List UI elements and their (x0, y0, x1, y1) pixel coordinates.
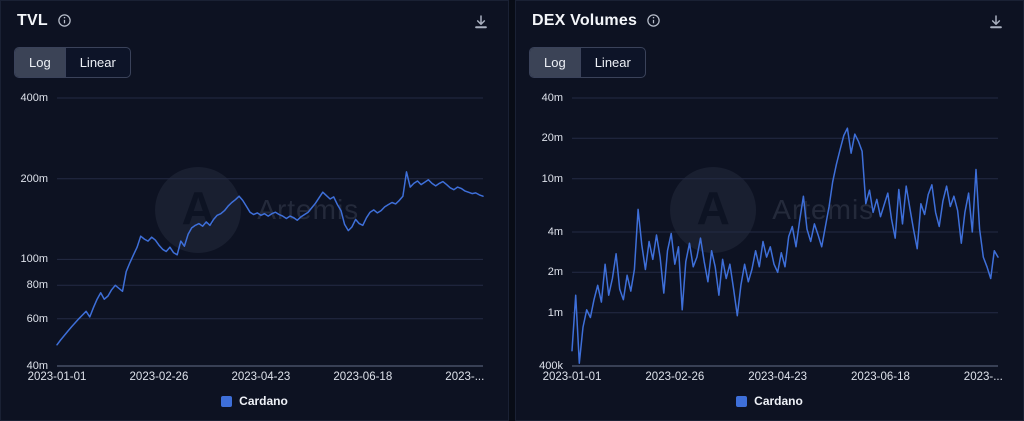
y-axis-label: 400k (539, 360, 563, 372)
info-icon[interactable] (644, 11, 663, 30)
tvl-series-line (56, 171, 484, 346)
dex-volumes-plot-svg (571, 97, 999, 367)
dex-volumes-series-line (571, 127, 999, 364)
y-axis-label: 100m (20, 253, 48, 266)
linear-button[interactable]: Linear (64, 48, 130, 77)
dex-plot-area[interactable]: A Artemis (571, 90, 999, 368)
y-axis-labels: 40m 20m 10m 4m 2m 1m 400k (516, 90, 570, 372)
scale-toggle: Log Linear (14, 47, 131, 78)
y-axis-labels: 400m 200m 100m 80m 60m 40m (1, 90, 55, 372)
y-axis-label: 80m (26, 279, 48, 292)
dex-volumes-title: DEX Volumes (532, 11, 638, 29)
legend[interactable]: Cardano (516, 394, 1023, 408)
x-axis-label: 2023-02-26 (129, 371, 189, 383)
tvl-panel-header: TVL (1, 1, 508, 33)
dex-volumes-chart: 40m 20m 10m 4m 2m 1m 400k A Artemis 2023-01-01… (516, 90, 1023, 388)
info-icon[interactable] (55, 11, 74, 30)
x-axis-labels: 2023-01-01 2023-02-26 2023-04-23 2023-06-18… (543, 371, 1003, 387)
legend[interactable]: Cardano (1, 394, 508, 408)
log-button[interactable]: Log (530, 48, 580, 77)
x-axis-label: 2023-... (963, 371, 1003, 383)
x-axis-label: 2023-04-23 (231, 371, 291, 383)
download-icon[interactable] (470, 11, 492, 33)
legend-label: Cardano (754, 394, 803, 408)
y-axis-label: 1m (547, 306, 563, 319)
y-axis-label: 40m (26, 360, 48, 372)
x-axis-labels: 2023-01-01 2023-02-26 2023-04-23 2023-06-18… (28, 371, 485, 387)
dex-panel-header: DEX Volumes (516, 1, 1023, 33)
tvl-plot-area[interactable]: A Artemis (56, 90, 484, 368)
download-icon[interactable] (985, 11, 1007, 33)
y-axis-label: 60m (26, 312, 48, 325)
x-axis-label: 2023-06-18 (851, 371, 910, 383)
dex-volumes-panel: DEX Volumes Log Linear 40m 20m 10m 4m 2m 1m 40… (515, 0, 1024, 421)
scale-toggle: Log Linear (529, 47, 646, 78)
x-axis-label: 2023-... (445, 371, 485, 383)
tvl-chart: 400m 200m 100m 80m 60m 40m A Artemis 2023-01-… (1, 90, 508, 388)
y-axis-label: 10m (541, 172, 563, 185)
y-axis-label: 400m (20, 92, 48, 104)
x-axis-label: 2023-02-26 (645, 371, 705, 383)
y-axis-label: 200m (20, 172, 48, 185)
linear-button[interactable]: Linear (579, 48, 645, 77)
y-axis-label: 40m (541, 92, 563, 104)
legend-swatch (736, 395, 748, 407)
log-button[interactable]: Log (15, 48, 65, 77)
tvl-plot-svg (56, 97, 484, 367)
tvl-panel: TVL Log Linear 400m 200m 100m 80m 60m 40m (0, 0, 509, 421)
legend-swatch (221, 395, 233, 407)
x-axis-label: 2023-01-01 (542, 371, 602, 383)
x-axis-label: 2023-01-01 (27, 371, 87, 383)
y-axis-label: 20m (541, 132, 563, 145)
tvl-title: TVL (17, 11, 48, 29)
x-axis-label: 2023-06-18 (333, 371, 393, 383)
legend-label: Cardano (239, 394, 288, 408)
y-axis-label: 4m (547, 226, 563, 238)
x-axis-label: 2023-04-23 (748, 371, 808, 383)
y-axis-label: 2m (547, 266, 563, 279)
